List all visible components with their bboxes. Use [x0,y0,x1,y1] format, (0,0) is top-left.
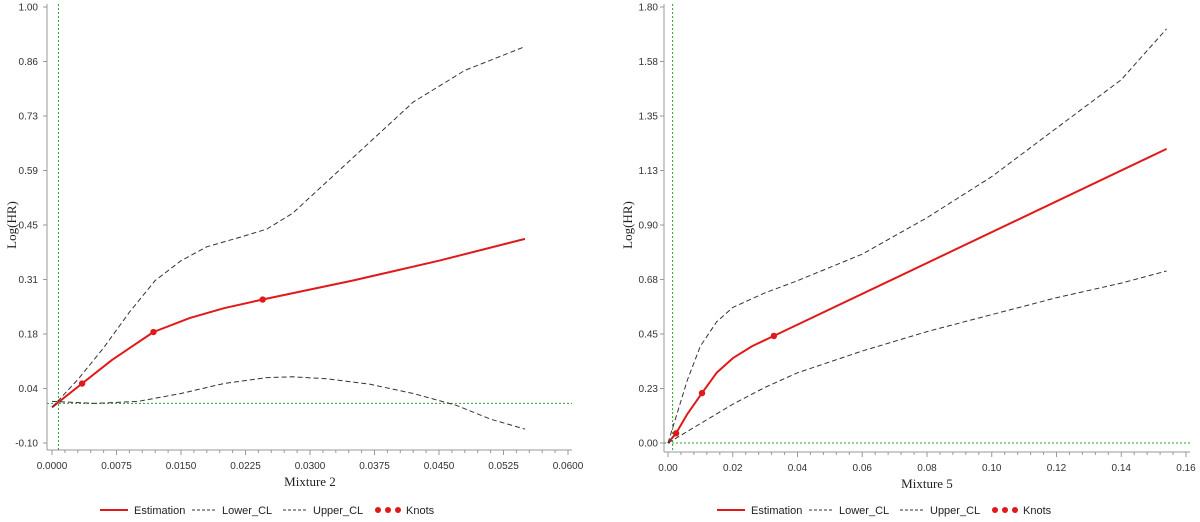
x-tick-label: 0.04 [788,463,808,474]
y-tick-label: 0.23 [639,384,659,395]
y-tick-label: 0.45 [639,330,659,341]
x-axis-label: Mixture 2 [284,474,336,489]
y-tick-label: 0.90 [639,221,659,232]
series-lower-cl [667,270,1167,444]
y-tick-label: 0.04 [19,384,39,395]
x-tick-label: 0.0525 [488,461,519,472]
legend: Estimation Lower_CL Upper_CL Knots [717,505,1052,517]
legend-label-upper-cl: Upper_CL [313,505,363,517]
knot-point [78,380,86,387]
y-tick-label: 1.00 [19,3,39,14]
x-tick-label: 0.06 [853,463,873,474]
legend-label-knots: Knots [406,505,435,517]
legend-swatch-knots [992,507,998,513]
y-axis-label: Log(HR) [620,201,635,249]
legend-label-lower-cl: Lower_CL [222,505,272,517]
y-tick-label: 1.58 [639,57,659,68]
y-tick-label: 0.45 [19,221,39,232]
x-tick-label: 0.0300 [295,461,326,472]
y-tick-label: 0.59 [19,166,39,177]
legend-swatch-knots [375,507,381,513]
x-tick-label: 0.0225 [230,461,261,472]
y-axis-label: Log(HR) [4,201,19,249]
legend-swatch-knots [1002,507,1008,513]
panel-2: 0.00 0.02 0.04 0.06 0.08 0.10 0.12 0.14 0.16 0.00… [620,3,1196,518]
x-axis-label: Mixture 5 [901,476,953,491]
x-tick-label: 0.10 [982,463,1002,474]
y-tick-label: 1.13 [639,166,659,177]
knot-point [672,430,680,437]
y-tick-label: 0.00 [639,439,659,450]
y-tick-label: 0.68 [639,275,659,286]
legend-label-upper-cl: Upper_CL [930,505,980,517]
legend-label-lower-cl: Lower_CL [839,505,889,517]
y-tick-label: 1.80 [639,3,659,14]
series-upper-cl [667,28,1167,444]
y-tick-label: -0.10 [15,439,38,450]
x-tick-label: 0.00 [658,463,678,474]
x-tick-label: 0.0450 [424,461,455,472]
x-tick-label: 0.14 [1112,463,1132,474]
knot-point [150,328,157,336]
series-lower-cl [51,376,526,430]
x-tick-label: 0.0375 [359,461,390,472]
legend-swatch-knots [385,507,391,513]
y-tick-label: 0.86 [19,57,39,68]
knot-point [770,332,778,340]
x-tick-label: 0.0600 [553,461,584,472]
legend-label-estimation: Estimation [751,505,802,517]
knot-point [259,296,266,303]
y-tick-label: 0.73 [19,112,39,123]
x-tick-label: 0.0000 [37,461,68,472]
x-tick-label: 0.08 [917,463,937,474]
legend-swatch-knots [1012,507,1018,513]
y-tick-label: 1.35 [639,112,659,123]
x-tick-label: 0.16 [1176,463,1196,474]
series-estimation [667,147,1168,444]
knot-point [698,389,706,397]
legend-swatch-knots [395,507,401,513]
y-tick-label: 0.31 [19,275,39,286]
x-tick-label: 0.12 [1047,463,1067,474]
series-estimation [51,237,526,409]
legend: Estimation Lower_CL Upper_CL Knots [100,505,435,517]
legend-label-estimation: Estimation [134,505,185,517]
x-tick-label: 0.0150 [166,461,197,472]
panel-1: 0.0000 0.0075 0.0150 0.0225 0.0300 0.0375 0.04… [4,3,584,518]
x-tick-label: 0.0075 [101,461,132,472]
x-tick-label: 0.02 [723,463,743,474]
y-tick-label: 0.18 [19,330,39,341]
legend-label-knots: Knots [1023,505,1052,517]
